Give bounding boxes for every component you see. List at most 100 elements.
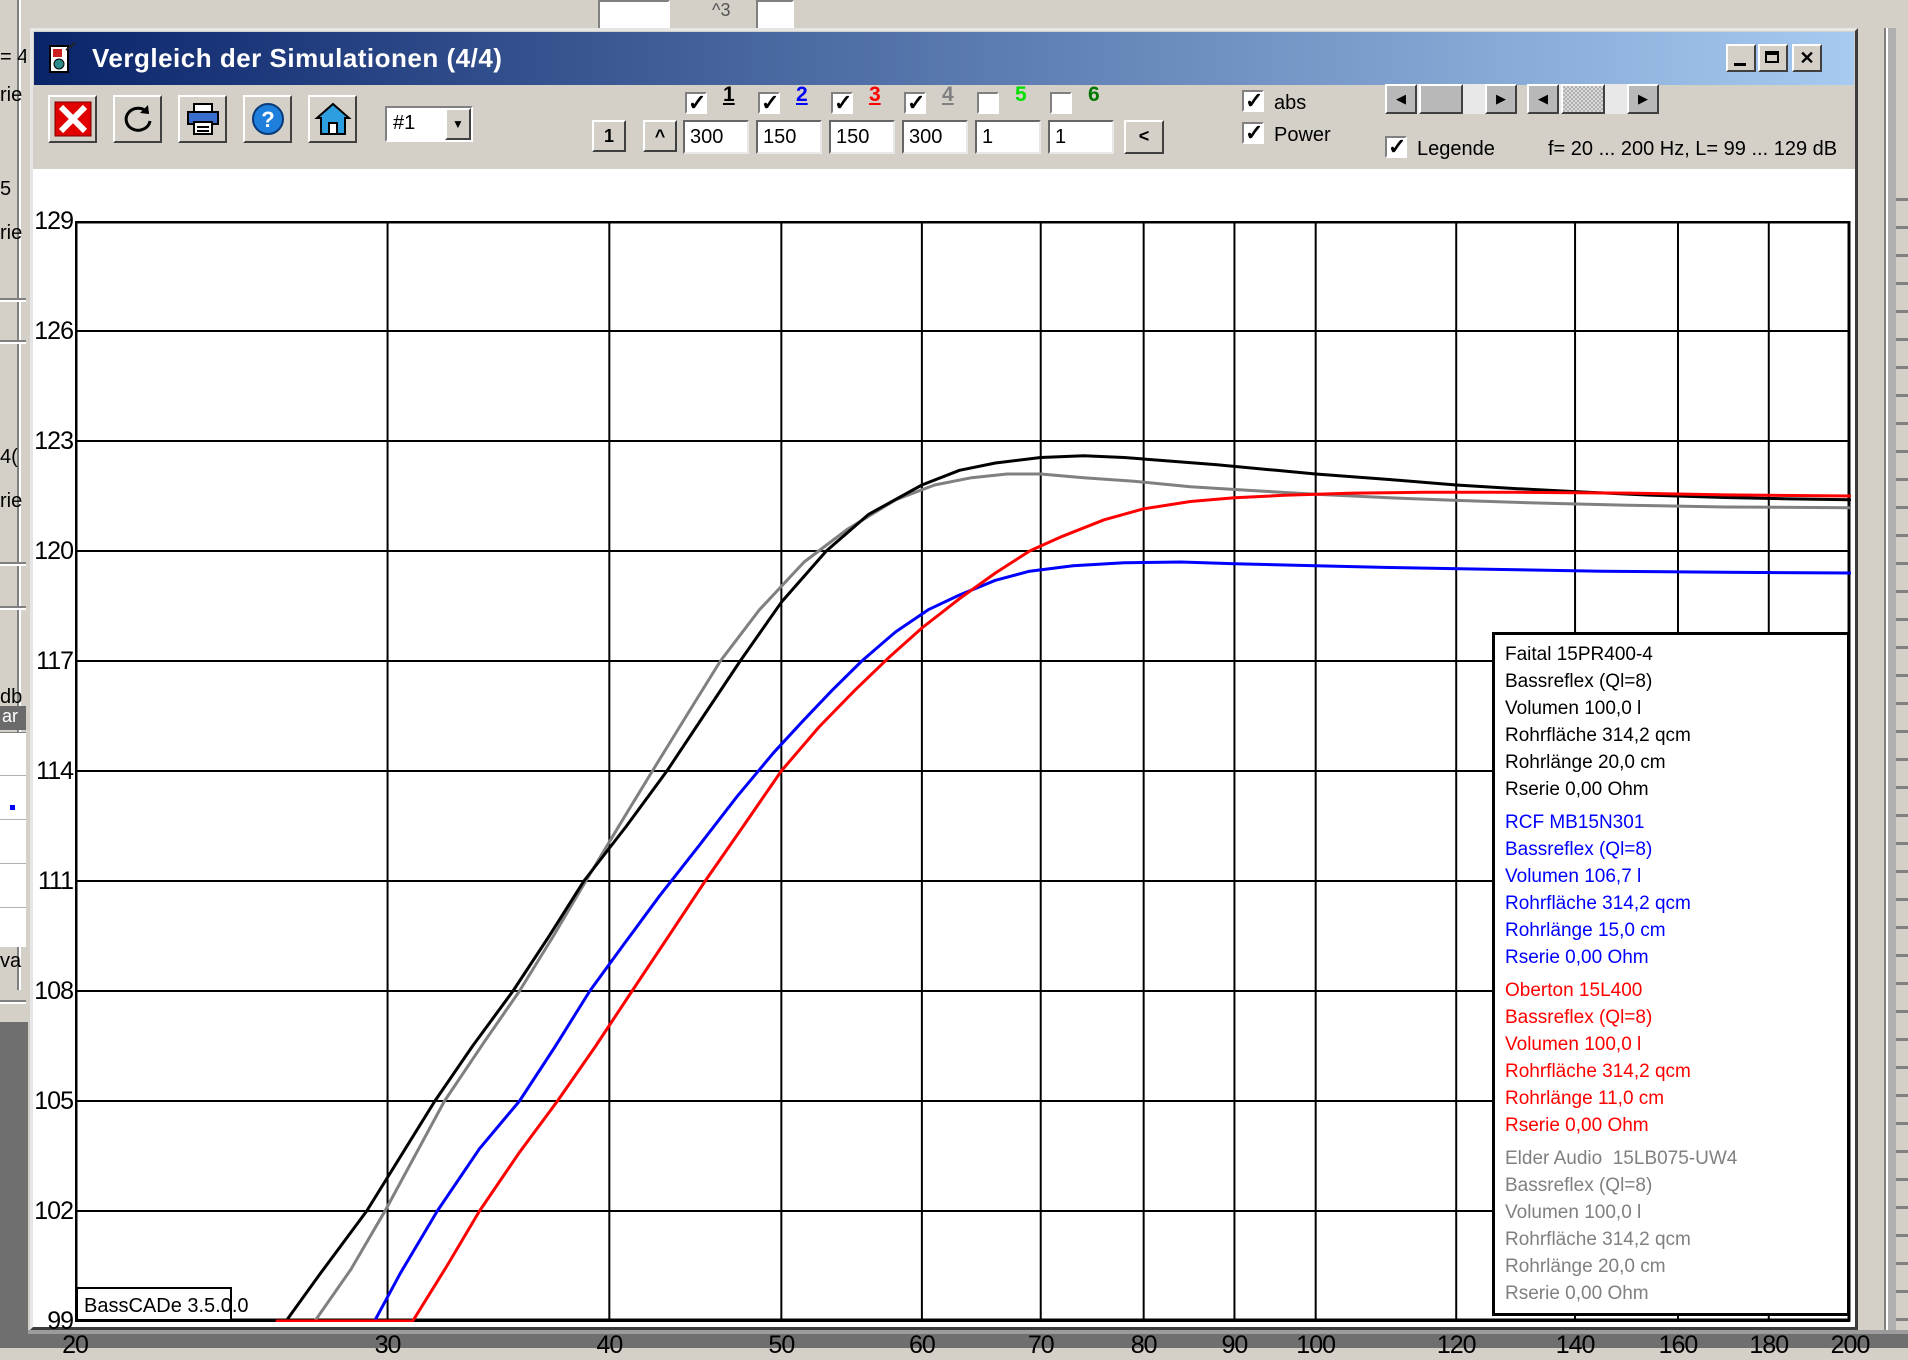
close-x-icon	[54, 101, 91, 137]
channel-4-value-input[interactable]: 300	[902, 120, 968, 154]
window-title: Vergleich der Simulationen (4/4)	[92, 43, 503, 73]
x-tick-label: 40	[596, 1331, 623, 1359]
close-button[interactable]: ✕	[1792, 44, 1822, 72]
ruler-tick	[1896, 842, 1908, 845]
background-edge-highlight	[19, 0, 21, 990]
abs-checkbox[interactable]: ✓	[1242, 88, 1264, 113]
legend-line: Rohrfläche 314,2 qcm	[1505, 1229, 1691, 1250]
abs-label: abs	[1274, 92, 1307, 114]
legend-line: Elder Audio 15LB075-UW4	[1505, 1148, 1738, 1169]
power-label: Power	[1274, 124, 1331, 146]
ruler-tick	[1896, 1150, 1908, 1153]
channel-1-checkbox[interactable]: ✓	[685, 90, 707, 115]
legend-group: Faital 15PR400-4 Bassreflex (Ql=8) Volumen…	[1505, 641, 1847, 803]
ruler-tick	[1896, 478, 1908, 481]
legend-line: Rserie 0,00 Ohm	[1505, 1283, 1649, 1304]
channel-6-checkbox[interactable]	[1050, 92, 1072, 114]
ruler-tick	[1896, 1234, 1908, 1237]
y-tick-label: 123	[34, 427, 74, 455]
channel-4-checkbox[interactable]: ✓	[904, 90, 926, 115]
maximize-button[interactable]	[1758, 44, 1788, 72]
channel-1-value-input[interactable]: 300	[683, 120, 749, 154]
channel-2-checkbox[interactable]: ✓	[758, 90, 780, 115]
check-icon: ✓	[1245, 120, 1264, 145]
home-button[interactable]	[308, 95, 357, 143]
app-icon	[49, 41, 76, 73]
preset-combobox[interactable]: #1 ▼	[385, 106, 473, 142]
ruler-tick	[1896, 310, 1908, 313]
channel-6-label: 6	[1088, 83, 1100, 106]
minimize-button[interactable]	[1726, 44, 1756, 72]
channel-5-checkbox[interactable]	[977, 92, 999, 114]
channel-3-value-input[interactable]: 150	[829, 120, 895, 154]
background-fragment-mark: ^3	[712, 0, 731, 20]
pan-scrollbar[interactable]: ◀ ▶	[1385, 84, 1517, 114]
legend-line: Bassreflex (Ql=8)	[1505, 1007, 1653, 1028]
y-tick-label: 102	[34, 1197, 74, 1225]
chevron-down-icon[interactable]: ▼	[445, 108, 471, 140]
power-checkbox[interactable]: ✓	[1242, 120, 1264, 145]
legend-line: Rserie 0,00 Ohm	[1505, 779, 1649, 800]
legend-line: Rohrfläche 314,2 qcm	[1505, 1061, 1691, 1082]
background-text-fragment: = 4	[0, 46, 26, 68]
background-bottom-strip	[28, 1330, 1908, 1348]
background-separator	[0, 562, 26, 564]
background-separator	[0, 298, 26, 300]
scroll-right-icon[interactable]: ▶	[1627, 84, 1659, 114]
y-tick-label: 114	[36, 757, 74, 785]
background-edge-highlight	[1886, 28, 1888, 1330]
legend-line: Rohrlänge 15,0 cm	[1505, 920, 1666, 941]
channel-3-checkbox[interactable]: ✓	[831, 90, 853, 115]
y-tick-label: 111	[37, 867, 74, 895]
ruler-tick	[1896, 898, 1908, 901]
scrollbar-thumb[interactable]	[1419, 84, 1463, 114]
title-bar[interactable]: Vergleich der Simulationen (4/4) ✕	[34, 32, 1854, 85]
ruler-tick	[1896, 702, 1908, 705]
toolbar: ? #1 ▼ 1 ^ ✓ 1 300 ✓ 2 150 ✓ 3 150 ✓ 4 300 5 1 6 1 < ✓ …	[33, 83, 1855, 169]
refresh-button[interactable]	[113, 95, 162, 143]
app-window: Vergleich der Simulationen (4/4) ✕	[30, 28, 1870, 1359]
zoom-scrollbar[interactable]: ◀ ▶	[1527, 84, 1659, 114]
legende-checkbox[interactable]: ✓	[1385, 134, 1407, 159]
channel-4-label: 4	[942, 83, 954, 106]
svg-text:?: ?	[261, 107, 274, 132]
legend-line: Volumen 100,0 l	[1505, 698, 1642, 719]
legend-line: Faital 15PR400-4	[1505, 644, 1653, 665]
channel-6-value-input[interactable]: 1	[1048, 120, 1114, 154]
ruler-tick	[1896, 1066, 1908, 1069]
help-button[interactable]: ?	[243, 95, 292, 143]
scroll-left-icon[interactable]: ◀	[1527, 84, 1559, 114]
legend-line: Volumen 100,0 l	[1505, 1034, 1642, 1055]
x-tick-label: 200	[1830, 1331, 1871, 1359]
ruler-tick	[1896, 1290, 1908, 1293]
x-tick-label: 60	[908, 1331, 936, 1359]
check-icon: ✓	[688, 90, 707, 115]
curve-rcf-mb15n301	[354, 560, 1851, 1322]
scroll-left-icon[interactable]: ◀	[1385, 84, 1417, 114]
print-button[interactable]	[178, 95, 227, 143]
channel-1-label: 1	[723, 83, 735, 106]
ruler-tick	[1896, 618, 1908, 621]
x-tick-label: 30	[374, 1331, 402, 1359]
legend-line: RCF MB15N301	[1505, 812, 1645, 833]
legende-label: Legende	[1417, 138, 1495, 160]
maximize-icon	[1765, 51, 1779, 63]
ruler-tick	[1896, 1206, 1908, 1209]
back-button[interactable]: <	[1124, 120, 1164, 154]
x-tick-label: 50	[768, 1331, 795, 1359]
background-blue-dot	[10, 805, 15, 810]
legend-line: Oberton 15L400	[1505, 980, 1643, 1001]
channel-2-value-input[interactable]: 150	[756, 120, 822, 154]
ruler-tick	[1896, 506, 1908, 509]
exit-button[interactable]	[48, 95, 97, 143]
ruler-tick	[1896, 394, 1908, 397]
step-one-button[interactable]: 1	[592, 120, 626, 152]
preset-combobox-value: #1	[393, 112, 416, 134]
close-icon: ✕	[1799, 48, 1815, 68]
scrollbar-thumb[interactable]	[1561, 84, 1605, 114]
scroll-right-icon[interactable]: ▶	[1485, 84, 1517, 114]
x-tick-label: 70	[1027, 1331, 1055, 1359]
caret-button[interactable]: ^	[643, 120, 677, 152]
minimize-icon	[1734, 63, 1746, 66]
channel-5-value-input[interactable]: 1	[975, 120, 1041, 154]
